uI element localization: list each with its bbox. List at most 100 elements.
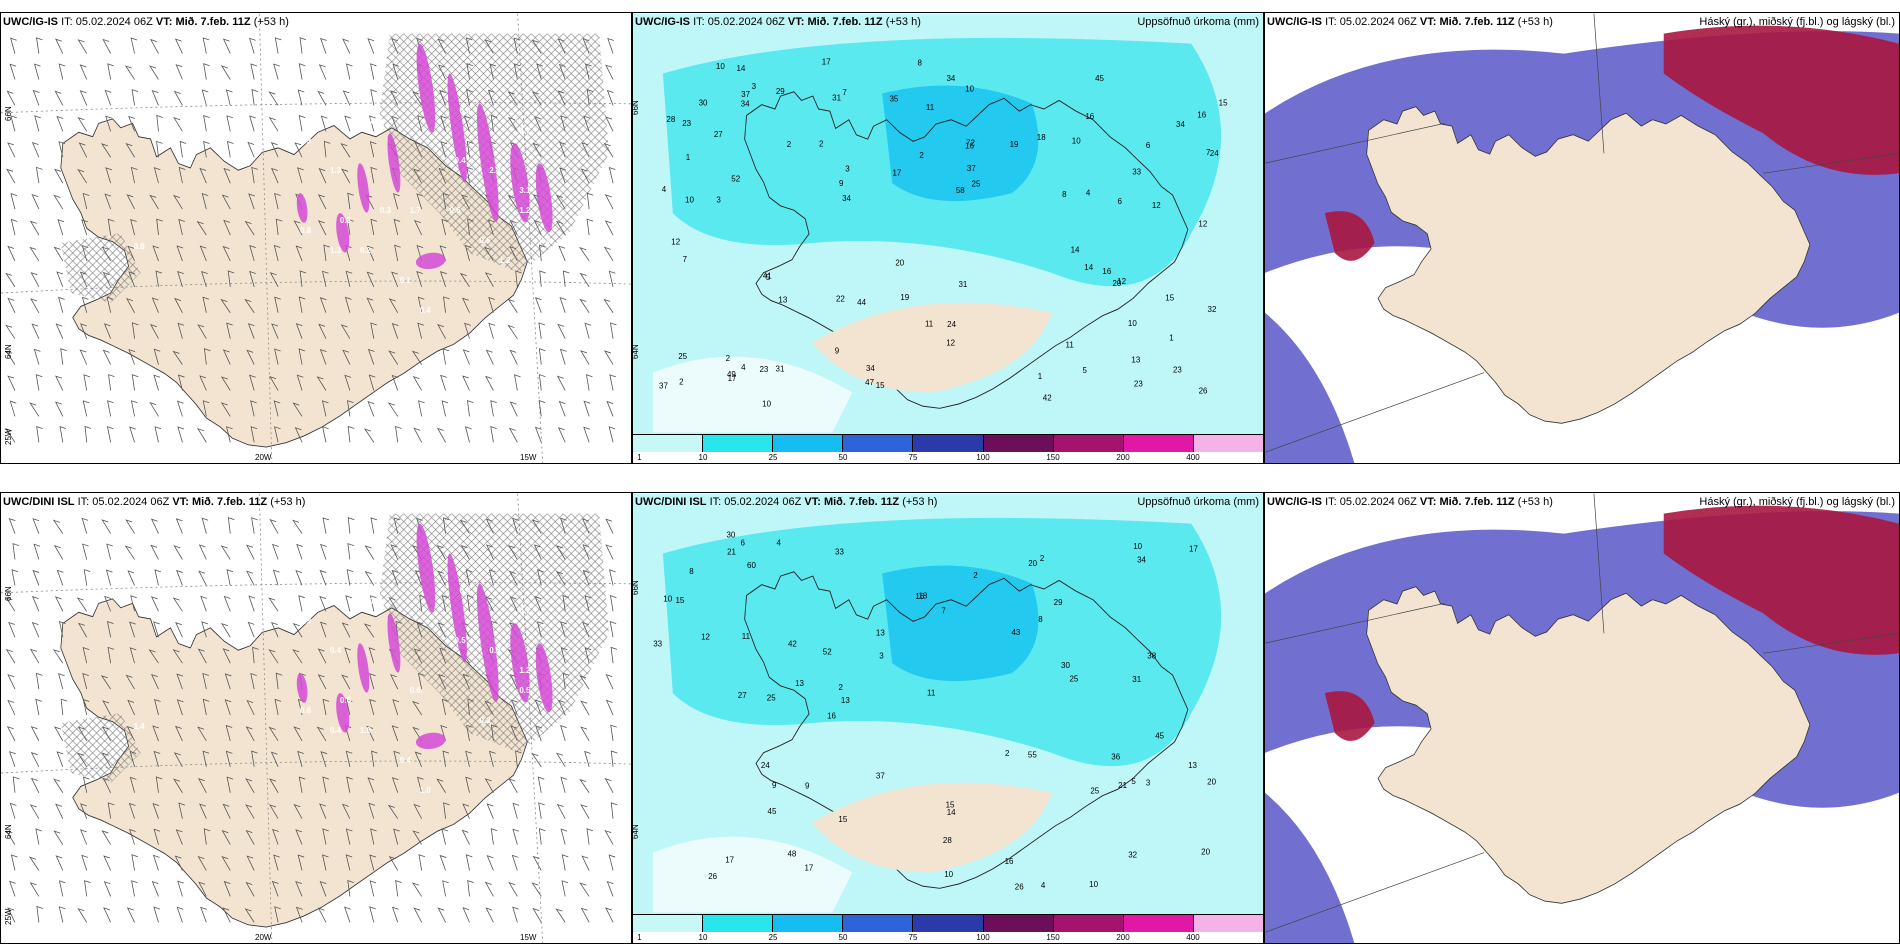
wind-barb [320, 543, 327, 560]
panel-title: UWC/IG-IS IT: 05.02.2024 06Z VT: Mið. 7.… [1267, 16, 1553, 28]
wind-barb [387, 804, 399, 819]
wind-barb [130, 595, 137, 612]
wind-barb [268, 726, 279, 742]
wind-barb [247, 621, 255, 638]
wind-barb [251, 166, 258, 184]
wind-barb [78, 142, 88, 158]
wind-barb [32, 569, 40, 586]
precip-total-label: 12 [1117, 277, 1126, 286]
precip-streak [415, 732, 446, 750]
wind-barb [126, 194, 135, 210]
wind-barb [609, 322, 617, 339]
wind-barb [319, 349, 327, 365]
wind-barb [222, 803, 231, 819]
precip-total-label: 19 [1010, 140, 1019, 149]
wind-barb [368, 647, 376, 664]
precip-value-label: 0.2 [539, 236, 551, 245]
wind-barb [198, 570, 207, 586]
wind-barb [175, 829, 183, 845]
wind-barb [203, 63, 210, 80]
wind-barb [174, 297, 183, 313]
wind-barb [363, 428, 375, 443]
wind-barb [199, 245, 207, 262]
wind-barb [29, 856, 40, 871]
precip-total-label: 37 [659, 382, 668, 391]
wind-barb [562, 270, 570, 287]
wind-barb [35, 672, 43, 690]
wind-barb [556, 803, 566, 819]
wind-barb [225, 724, 233, 742]
precip-total-label: 55 [1028, 751, 1037, 760]
wind-barb [462, 349, 470, 365]
wind-barb [484, 881, 494, 897]
wind-barb [342, 38, 351, 54]
wind-barb [488, 296, 495, 313]
wind-barb [509, 401, 518, 417]
wind-barb [273, 400, 281, 417]
map-canvas: 0.8 0.3 1.3 0.2 0.1 0.4 2.7 2.3 0.4 1.7 0.8 1.2 0.8 0… [1, 13, 631, 463]
precip-area [882, 85, 1039, 202]
wind-barb [175, 622, 183, 638]
wind-barb [347, 192, 354, 210]
wind-barb [512, 906, 519, 923]
wind-barb [153, 906, 161, 923]
wind-barb [29, 220, 40, 236]
wind-barb [364, 571, 375, 586]
lat-label-64: 64N [632, 344, 640, 359]
wind-barb [484, 778, 494, 793]
precip-total-label: 30 [1061, 661, 1070, 670]
wind-barb [251, 88, 259, 106]
wind-barb [12, 543, 20, 560]
precip-total-label: 15 [946, 800, 955, 809]
wind-barb [29, 402, 40, 417]
precip-total-label: 21 [1118, 781, 1127, 790]
wind-barb [486, 803, 494, 819]
wind-barb [507, 324, 518, 339]
wind-barb [416, 245, 424, 262]
wind-barb [58, 296, 65, 313]
wind-barb [176, 673, 184, 690]
wind-barb [389, 674, 399, 690]
precip-total-label: 33 [835, 548, 844, 557]
colorbar-tick-label: 75 [908, 933, 918, 942]
wind-barb [319, 569, 327, 586]
lat-label-64: 64N [632, 824, 640, 839]
panel-title: UWC/DINI ISL IT: 05.02.2024 06Z VT: Mið.… [3, 496, 306, 508]
precip-value-label: 0.4 [460, 586, 472, 595]
wind-barb [268, 91, 279, 106]
wind-barb [490, 828, 498, 845]
wind-barb [173, 194, 183, 210]
precip-total-label: 21 [727, 547, 736, 556]
wind-barb [58, 141, 66, 158]
wind-barb [103, 323, 112, 339]
precip-value-label: 0.8 [340, 216, 352, 225]
precip-total-label: 11 [742, 632, 751, 641]
colorbar-swatch [1053, 915, 1124, 932]
wind-barb [220, 402, 231, 417]
wind-barb [53, 194, 64, 210]
wind-barb [177, 374, 185, 391]
wind-barb [393, 750, 401, 767]
precip-value-label: 0.7 [519, 606, 531, 615]
precip-total-label: 3 [879, 652, 884, 661]
precip-streak [535, 163, 553, 233]
wind-barb [347, 400, 354, 417]
wind-barb [224, 699, 232, 716]
wind-barb [437, 907, 446, 923]
wind-barb [345, 270, 353, 287]
wind-barb [84, 425, 92, 443]
wind-barb [156, 140, 163, 158]
precip-streak [535, 643, 553, 713]
precip-value-label: 0.4 [455, 156, 467, 165]
wind-barb [274, 192, 281, 210]
colorbar-swatch [983, 915, 1054, 932]
panel-cloud-bottom: UWC/IG-IS IT: 05.02.2024 06Z VT: Mið. 7.… [1264, 492, 1900, 944]
wind-barb [297, 167, 304, 184]
wind-barb [369, 63, 377, 80]
wind-barb [412, 376, 423, 391]
precip-streak [510, 623, 530, 703]
wind-barb [223, 595, 231, 612]
wind-barb [151, 90, 159, 106]
precip-total-label: 8 [1062, 190, 1067, 199]
wind-barb [7, 142, 16, 158]
